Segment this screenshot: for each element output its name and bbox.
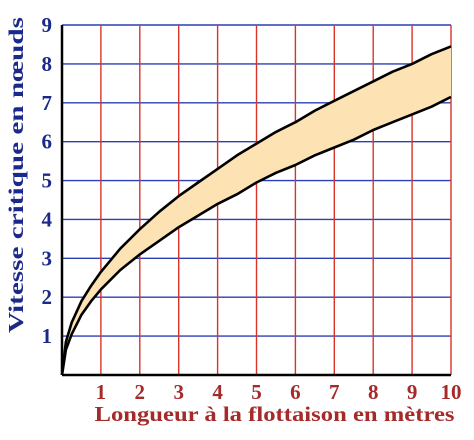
x-tick-label-1: 1 bbox=[96, 380, 107, 404]
y-axis-label: Vitesse critique en nœuds bbox=[4, 17, 28, 333]
x-tick-label-2: 2 bbox=[135, 380, 146, 404]
x-tick-label-3: 3 bbox=[173, 380, 184, 404]
lower-speed-curve bbox=[60, 95, 452, 376]
x-tick-label-9: 9 bbox=[407, 380, 418, 404]
x-tick-label-4: 4 bbox=[212, 380, 223, 404]
axes bbox=[60, 25, 451, 377]
y-tick-label-8: 8 bbox=[42, 52, 53, 76]
y-tick-label-3: 3 bbox=[42, 246, 53, 270]
y-tick-labels: 1 2 3 4 5 6 7 8 9 bbox=[42, 13, 53, 348]
x-tick-label-6: 6 bbox=[290, 380, 301, 404]
y-tick-label-1: 1 bbox=[42, 324, 53, 348]
x-tick-labels: 1 2 3 4 5 6 7 8 9 10 bbox=[96, 380, 462, 404]
x-axis-label: Longueur à la flottaison en mètres bbox=[95, 402, 455, 426]
y-tick-label-2: 2 bbox=[42, 285, 53, 309]
y-tick-label-9: 9 bbox=[42, 13, 53, 37]
upper-speed-curve bbox=[60, 45, 452, 376]
y-tick-label-7: 7 bbox=[42, 91, 53, 115]
y-tick-label-4: 4 bbox=[42, 207, 53, 231]
x-tick-label-10: 10 bbox=[441, 380, 462, 404]
y-tick-label-5: 5 bbox=[42, 169, 53, 193]
x-tick-label-5: 5 bbox=[251, 380, 262, 404]
x-tick-label-7: 7 bbox=[329, 380, 340, 404]
y-tick-label-6: 6 bbox=[42, 130, 53, 154]
speed-band-area bbox=[62, 46, 451, 376]
x-tick-label-8: 8 bbox=[368, 380, 379, 404]
